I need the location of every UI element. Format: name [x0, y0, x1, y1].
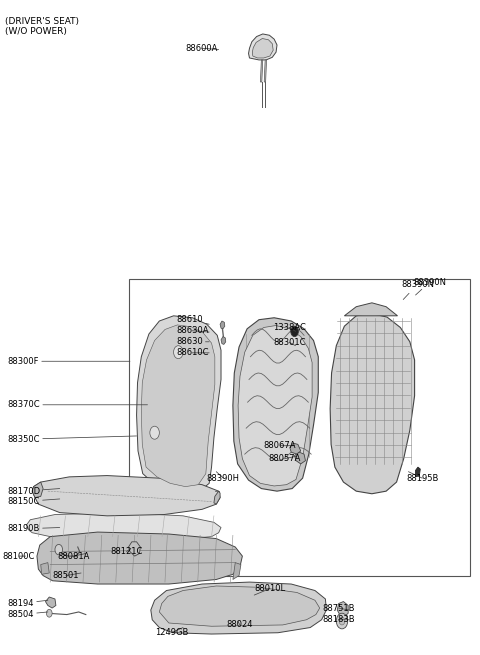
Text: (DRIVER'S SEAT): (DRIVER'S SEAT)	[5, 17, 79, 26]
Bar	[129, 279, 470, 576]
Circle shape	[174, 346, 183, 359]
Circle shape	[47, 609, 52, 617]
Text: 88057A: 88057A	[268, 454, 301, 463]
Polygon shape	[141, 325, 215, 487]
Circle shape	[150, 426, 159, 440]
Text: 88390N: 88390N	[413, 278, 446, 295]
Polygon shape	[221, 337, 226, 345]
Text: 88183B: 88183B	[322, 615, 355, 624]
Text: 88194: 88194	[8, 599, 48, 608]
Text: 88195B: 88195B	[406, 472, 438, 483]
Text: 88751B: 88751B	[322, 603, 355, 612]
Text: 88170D: 88170D	[8, 487, 60, 496]
Polygon shape	[137, 316, 221, 493]
Polygon shape	[416, 467, 420, 477]
Polygon shape	[233, 563, 241, 580]
Text: 1338AC: 1338AC	[273, 323, 306, 332]
Text: 88300F: 88300F	[8, 357, 130, 365]
Polygon shape	[26, 513, 221, 540]
Text: 88390N: 88390N	[401, 280, 434, 299]
Polygon shape	[32, 482, 43, 498]
Text: 88370C: 88370C	[8, 400, 147, 409]
Text: 88390H: 88390H	[207, 472, 240, 483]
Polygon shape	[344, 303, 397, 316]
Polygon shape	[159, 586, 320, 626]
Text: 88630: 88630	[176, 337, 209, 346]
Polygon shape	[220, 321, 225, 329]
Polygon shape	[252, 39, 273, 58]
Text: 88190B: 88190B	[8, 525, 60, 533]
Polygon shape	[337, 601, 348, 616]
Text: 1249GB: 1249GB	[155, 627, 188, 637]
Polygon shape	[46, 597, 56, 608]
Polygon shape	[41, 563, 49, 574]
Circle shape	[339, 617, 345, 625]
Polygon shape	[330, 313, 415, 494]
Text: 88150C: 88150C	[8, 497, 60, 506]
Polygon shape	[295, 452, 305, 464]
Text: 88630A: 88630A	[176, 326, 209, 335]
Text: 88501: 88501	[53, 571, 81, 580]
Text: 88081A: 88081A	[57, 552, 90, 561]
Circle shape	[291, 326, 299, 337]
Text: (W/O POWER): (W/O POWER)	[5, 28, 67, 37]
Text: 88121C: 88121C	[110, 547, 143, 556]
Polygon shape	[214, 491, 220, 504]
Polygon shape	[32, 476, 220, 516]
Text: 88610C: 88610C	[176, 348, 209, 358]
Polygon shape	[261, 60, 263, 82]
Circle shape	[55, 544, 62, 555]
Text: 88010L: 88010L	[254, 584, 285, 595]
Polygon shape	[151, 582, 326, 634]
Text: 88504: 88504	[8, 610, 48, 619]
Polygon shape	[264, 60, 266, 82]
Polygon shape	[233, 318, 318, 491]
Circle shape	[336, 613, 348, 629]
Polygon shape	[238, 326, 312, 486]
Text: 88024: 88024	[227, 620, 253, 629]
Text: 88067A: 88067A	[264, 441, 296, 450]
Polygon shape	[129, 542, 140, 556]
Text: 88350C: 88350C	[8, 435, 137, 443]
Text: 88301C: 88301C	[273, 338, 306, 347]
Polygon shape	[249, 34, 277, 60]
Text: 88100C: 88100C	[3, 552, 35, 561]
Polygon shape	[290, 443, 301, 454]
Text: 88610: 88610	[176, 315, 209, 324]
Polygon shape	[37, 532, 242, 584]
Text: 88600A: 88600A	[185, 44, 219, 53]
